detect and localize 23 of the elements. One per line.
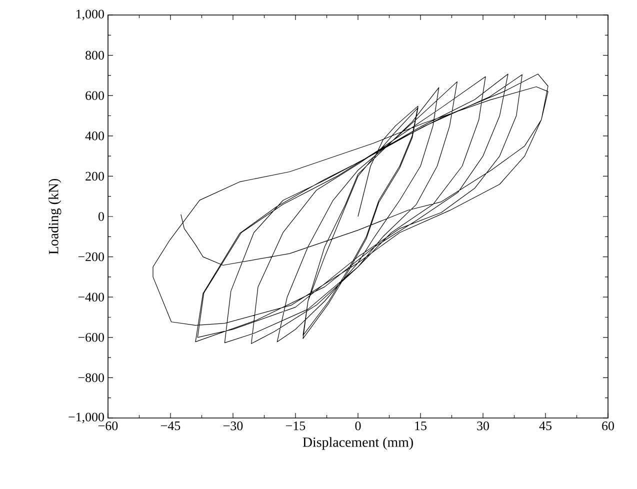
y-tick-label: 600 xyxy=(86,91,104,100)
x-tick-label: 60 xyxy=(602,422,614,430)
x-tick-label: 45 xyxy=(539,422,552,430)
y-tick-label: −200 xyxy=(78,252,104,262)
y-tick-label: −400 xyxy=(78,292,104,302)
y-tick-label: 800 xyxy=(86,50,104,60)
x-tick-label: −15 xyxy=(286,422,306,430)
x-axis-title: Displacement (mm) xyxy=(302,437,413,450)
x-tick-label: −60 xyxy=(98,422,118,430)
y-tick-label: 0 xyxy=(98,212,104,221)
y-tick-label: 400 xyxy=(85,132,104,140)
y-tick-label: 200 xyxy=(86,172,104,181)
x-tick-label: 0 xyxy=(355,422,361,430)
y-tick-label: −1,000 xyxy=(68,412,104,424)
line-series xyxy=(152,74,548,344)
y-tick-label: −800 xyxy=(78,373,104,382)
y-tick-label: 1,000 xyxy=(76,10,104,20)
x-tick-label: −30 xyxy=(224,422,243,430)
x-tick-label: 15 xyxy=(415,422,426,430)
y-axis-title: Loading (kN) xyxy=(48,178,62,254)
y-tick-label: −600 xyxy=(78,333,104,342)
x-tick-label: −45 xyxy=(161,422,180,430)
x-tick-label: 30 xyxy=(477,422,489,430)
